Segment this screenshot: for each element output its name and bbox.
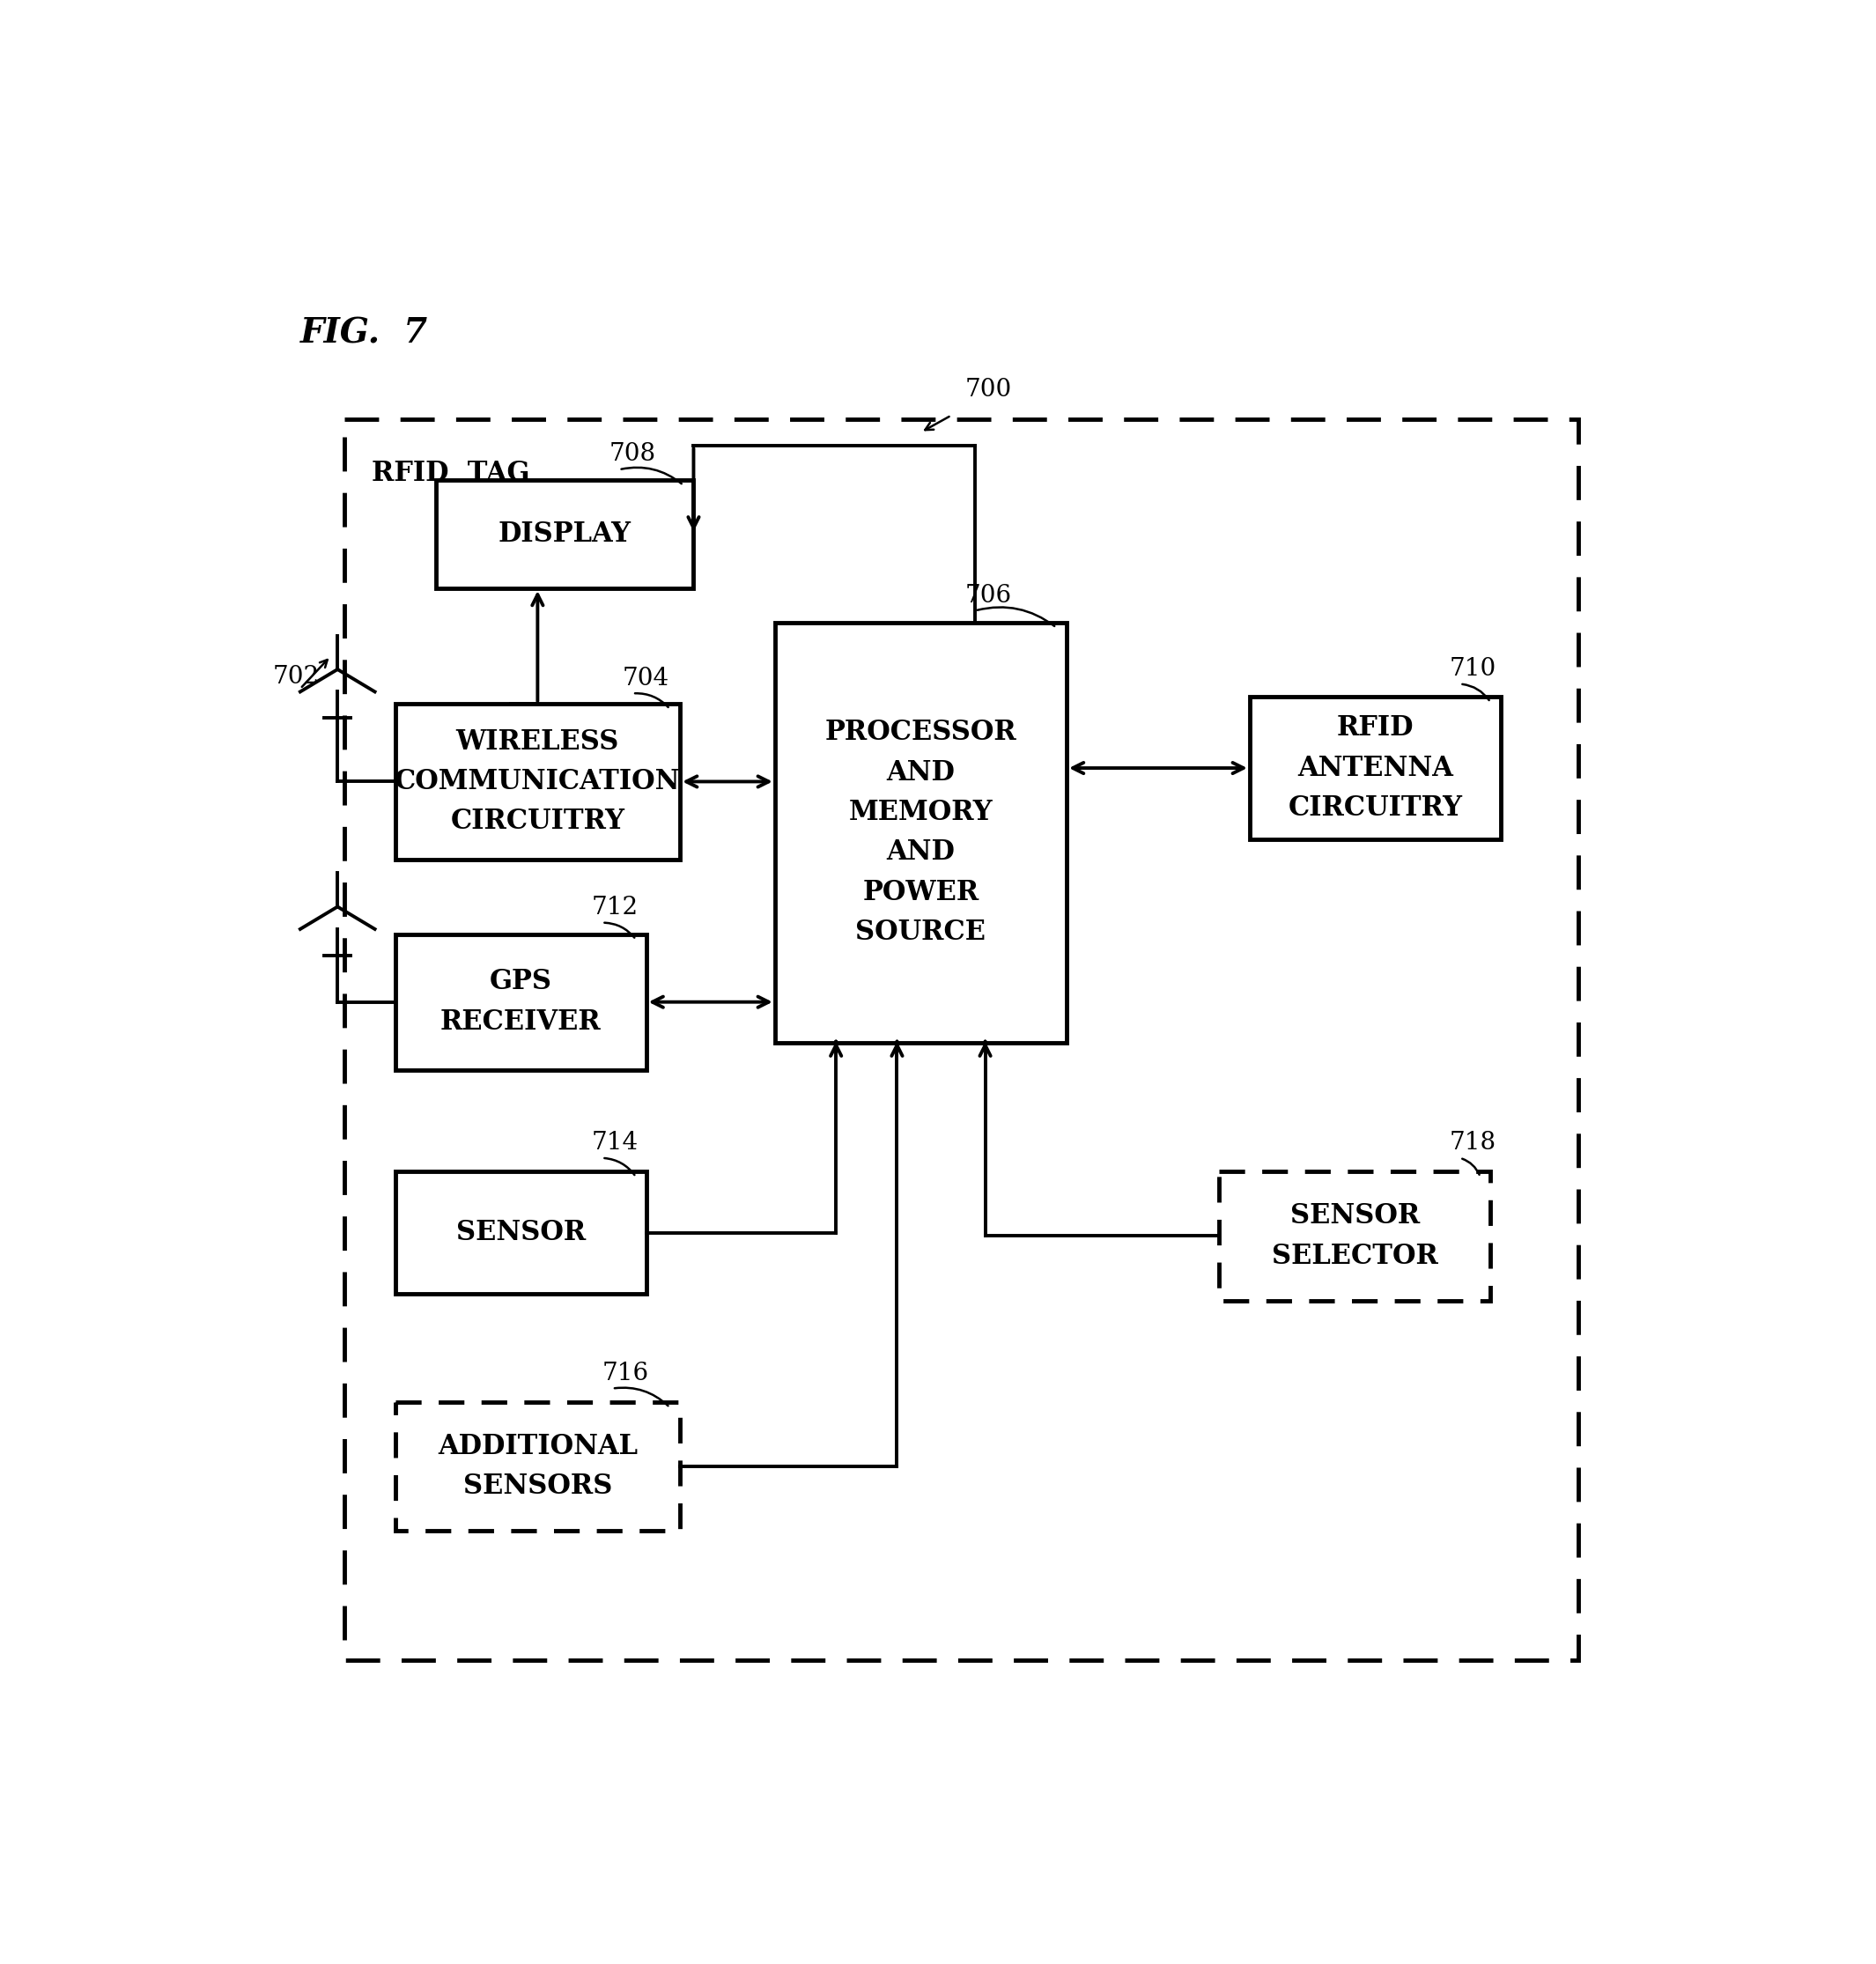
Text: 710: 710: [1450, 656, 1497, 682]
Text: PROCESSOR
AND
MEMORY
AND
POWER
SOURCE: PROCESSOR AND MEMORY AND POWER SOURCE: [825, 719, 1017, 947]
Text: 716: 716: [602, 1361, 649, 1385]
Bar: [396, 1173, 645, 1294]
Bar: [1219, 1173, 1490, 1300]
Text: 712: 712: [591, 896, 638, 919]
Bar: [396, 1402, 679, 1532]
Text: 714: 714: [591, 1131, 638, 1155]
Text: SENSOR
SELECTOR: SENSOR SELECTOR: [1272, 1202, 1439, 1269]
Bar: [345, 418, 1578, 1660]
Text: 708: 708: [610, 442, 655, 465]
Bar: [775, 623, 1067, 1043]
Text: DISPLAY: DISPLAY: [499, 520, 630, 548]
Text: RFID  TAG: RFID TAG: [371, 460, 529, 487]
Text: 718: 718: [1450, 1131, 1497, 1155]
Text: GPS
RECEIVER: GPS RECEIVER: [441, 968, 600, 1035]
Text: RFID
ANTENNA
CIRCUITRY: RFID ANTENNA CIRCUITRY: [1289, 715, 1461, 821]
Text: 704: 704: [623, 666, 670, 689]
Text: ADDITIONAL
SENSORS: ADDITIONAL SENSORS: [437, 1434, 638, 1500]
Text: FIG.  7: FIG. 7: [300, 316, 428, 350]
Text: WIRELESS
COMMUNICATION
CIRCUITRY: WIRELESS COMMUNICATION CIRCUITRY: [394, 729, 681, 835]
Text: 700: 700: [964, 377, 1011, 403]
Bar: [396, 703, 679, 860]
Text: SENSOR: SENSOR: [456, 1220, 585, 1247]
Bar: [396, 935, 645, 1070]
Text: 706: 706: [964, 583, 1011, 607]
Bar: [1249, 697, 1501, 839]
Bar: [435, 479, 694, 589]
Text: 702: 702: [274, 664, 321, 687]
